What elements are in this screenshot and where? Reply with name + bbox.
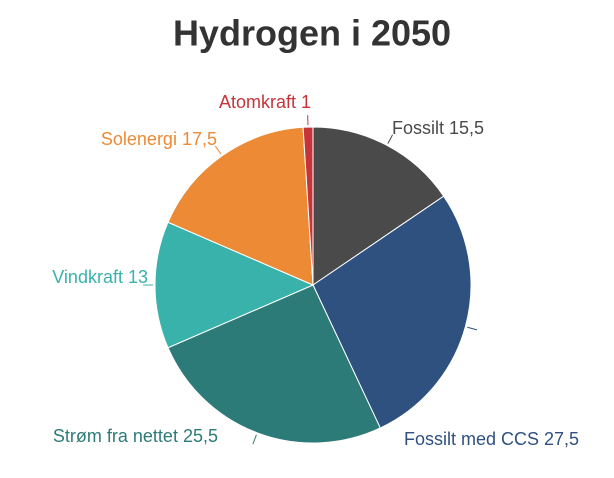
chart-title: Hydrogen i 2050 <box>173 13 451 54</box>
slice-value: 17,5 <box>182 129 217 149</box>
slice-value: 13 <box>128 267 148 287</box>
slice-name: Vindkraft <box>52 267 123 287</box>
leader-line <box>252 434 257 445</box>
slice-name: Atomkraft <box>219 92 296 112</box>
pie-slice <box>167 126 314 286</box>
slice-value: 1 <box>301 92 311 112</box>
slice-label: Solenergi 17,5 <box>101 129 217 149</box>
leader-line <box>387 134 393 144</box>
slice-name: Strøm fra nettet <box>53 426 178 446</box>
pie-slice <box>312 126 445 286</box>
slice-label: Fossilt med CCS 27,5 <box>404 429 579 449</box>
slice-name: Fossilt med CCS <box>404 429 539 449</box>
leader-line <box>467 326 478 331</box>
slice-value: 25,5 <box>183 426 218 446</box>
slice-label: Atomkraft 1 <box>219 92 311 112</box>
slice-label: Strøm fra nettet 25,5 <box>53 426 218 446</box>
slice-name: Solenergi <box>101 129 177 149</box>
pie-slice <box>312 195 472 429</box>
slice-name: Fossilt <box>392 118 444 138</box>
slice-value: 15,5 <box>449 118 484 138</box>
pie-slice <box>302 126 314 286</box>
pie-slice <box>167 284 381 444</box>
leader-line <box>214 145 222 155</box>
slice-label: Vindkraft 13 <box>52 267 148 287</box>
pie-slice <box>154 221 315 349</box>
slice-value: 27,5 <box>544 429 579 449</box>
slice-label: Fossilt 15,5 <box>392 118 484 138</box>
